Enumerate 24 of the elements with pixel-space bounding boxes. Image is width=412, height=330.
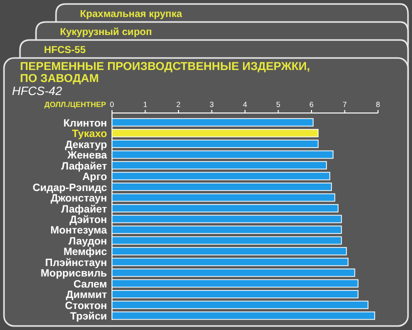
y-tick-label: Тукахо <box>72 128 107 140</box>
chart-subtitle: HFCS-42 <box>12 84 62 98</box>
y-tick-label: Арго <box>82 171 107 184</box>
y-tick-label: Трэйси <box>70 310 107 323</box>
text: HFCS-55 <box>44 45 86 56</box>
y-tick-label: Клинтон <box>63 117 107 130</box>
y-tick-label: Моррисвиль <box>40 268 108 280</box>
y-tick-label: Лафайет <box>61 203 107 216</box>
y-tick-label: Декатур <box>64 138 107 151</box>
y-tick-label: Лаудон <box>68 235 107 248</box>
text: Крахмальная крупка <box>80 9 182 20</box>
y-tick-label: Монтезума <box>50 224 108 237</box>
text: Кукурузный сироп <box>60 27 152 38</box>
y-tick-label: Мемфис <box>63 246 108 258</box>
y-tick-label: Диммит <box>66 289 107 302</box>
y-tick-label: Салем <box>73 278 108 290</box>
y-tick-label: Дэйтон <box>70 214 107 226</box>
y-tick-label: Лафайет <box>61 160 107 172</box>
y-tick-label: Стоктон <box>64 300 107 312</box>
y-tick-label: Женева <box>66 150 108 162</box>
y-tick-label: Сидар-Рэпидс <box>32 182 108 194</box>
y-tick-label: Джонстаун <box>50 192 107 205</box>
y-tick-label: Плэйнстаун <box>45 256 107 269</box>
chart-title: ПЕРЕМЕННЫЕ ПРОИЗВОДСТВЕННЫЕ ИЗДЕРЖКИ, ПО ЗАВОДАМ <box>20 61 310 85</box>
